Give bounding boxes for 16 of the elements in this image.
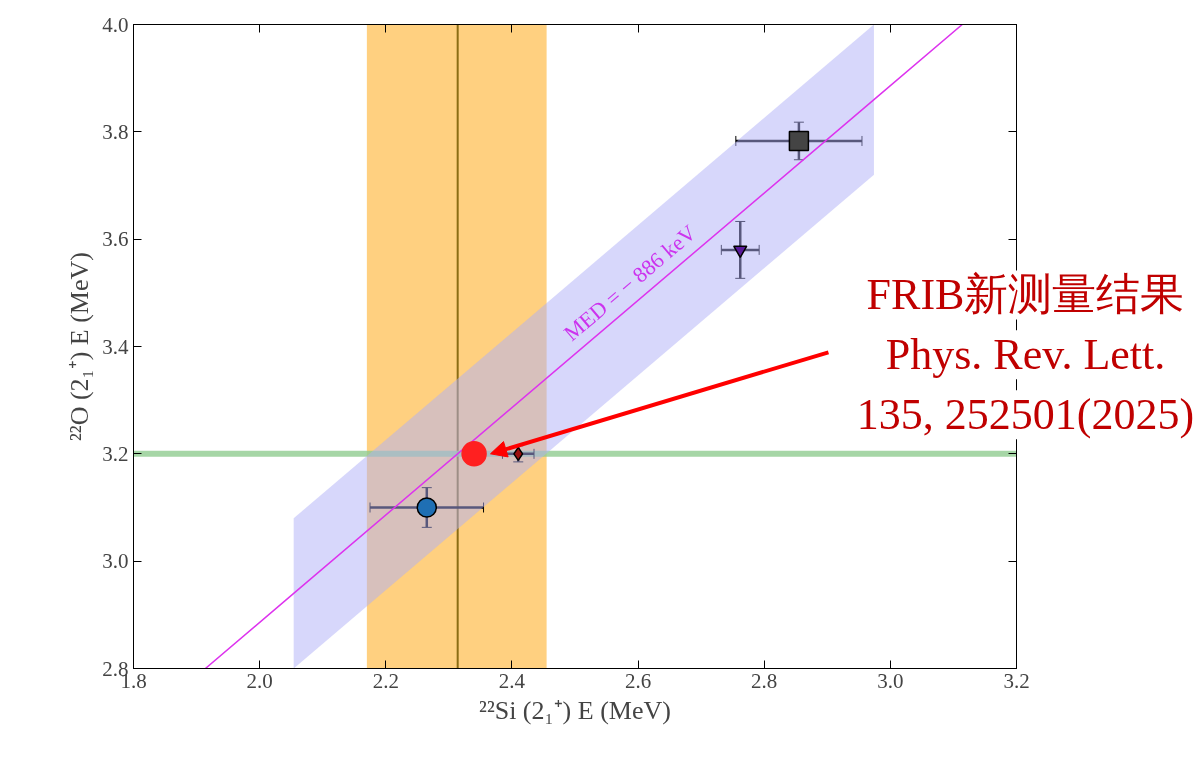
y-tick-label: 3.6 (102, 227, 129, 252)
x-tick-label: 3.2 (1003, 668, 1030, 693)
y-tick-label: 3.2 (102, 441, 129, 466)
y-axis-title: ²²O (2₁⁺) E (MeV) (65, 252, 95, 441)
x-tick-label: 3.0 (877, 668, 904, 693)
x-tick-label: 2.6 (624, 668, 652, 693)
x-axis-title: ²²Si (2₁⁺) E (MeV) (479, 695, 671, 725)
y-tick-label: 3.8 (102, 119, 129, 144)
annotation: FRIB新测量结果 Phys. Rev. Lett. 135, 252501(2025) (856, 270, 1195, 440)
x-tick-label: 2.8 (751, 668, 778, 693)
x-tick-label: 2.0 (246, 668, 273, 693)
x-tick-label: 2.2 (372, 668, 399, 693)
y-tick-label: 3.0 (102, 549, 129, 574)
x-tick-label: 2.4 (498, 668, 526, 693)
y-tick-label: 4.0 (102, 12, 129, 37)
y-tick-label: 3.4 (102, 334, 129, 359)
